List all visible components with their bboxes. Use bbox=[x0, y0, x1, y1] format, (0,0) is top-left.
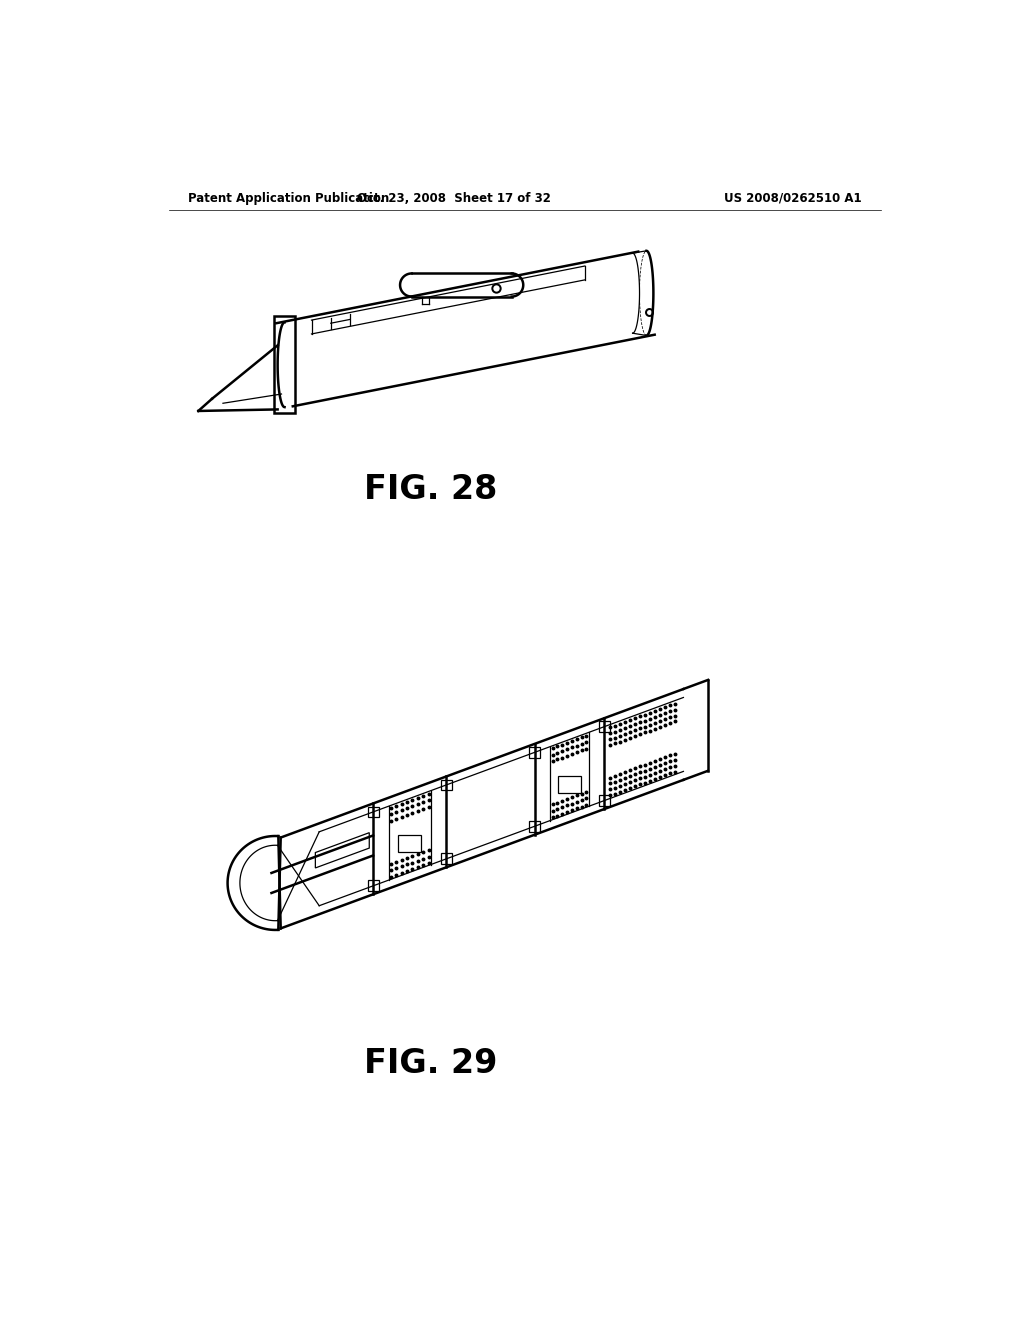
Text: Oct. 23, 2008  Sheet 17 of 32: Oct. 23, 2008 Sheet 17 of 32 bbox=[357, 191, 551, 205]
Text: FIG. 29: FIG. 29 bbox=[365, 1047, 498, 1080]
Text: Patent Application Publication: Patent Application Publication bbox=[188, 191, 389, 205]
Text: US 2008/0262510 A1: US 2008/0262510 A1 bbox=[724, 191, 862, 205]
Text: FIG. 28: FIG. 28 bbox=[365, 473, 498, 506]
